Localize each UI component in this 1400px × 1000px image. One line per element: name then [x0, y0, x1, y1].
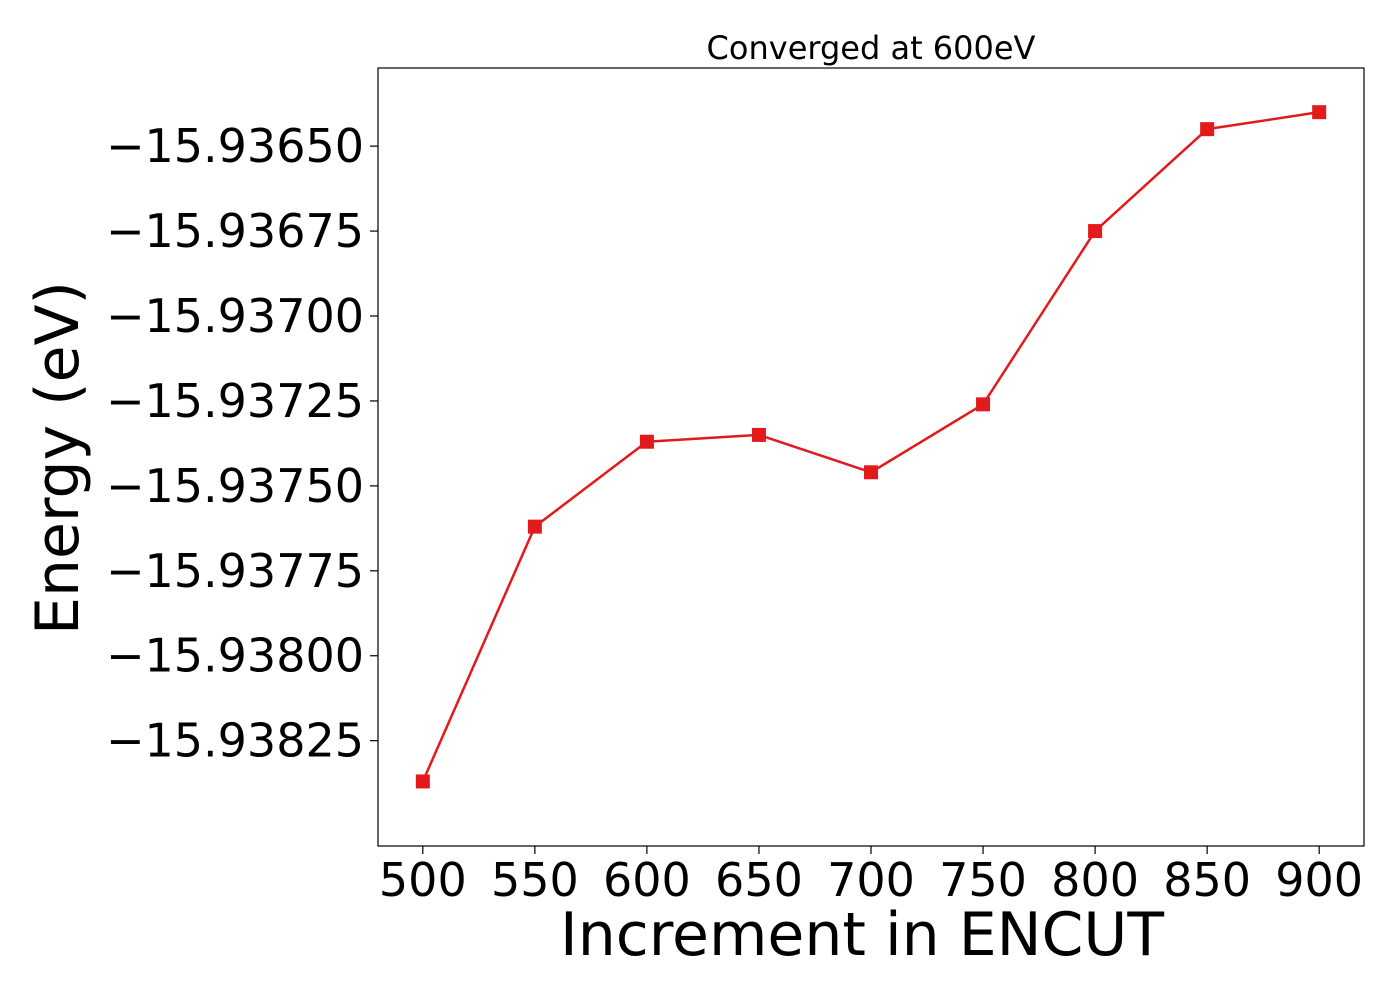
y-axis-label: Energy (eV)	[23, 281, 93, 635]
x-axis-label: Increment in ENCUT	[560, 900, 1164, 970]
series-layer	[415, 105, 1327, 789]
data-point	[976, 397, 991, 412]
data-point	[751, 427, 766, 442]
y-tick-label: −15.93725	[106, 374, 364, 428]
x-tick-label: 550	[491, 853, 579, 907]
x-axis: 500 550 600 650 700 750 800 850 900	[379, 846, 1363, 907]
data-point	[639, 434, 654, 449]
data-point	[1312, 105, 1327, 120]
series-line-0	[421, 110, 1320, 782]
data-point	[415, 774, 430, 789]
x-tick-label: 500	[379, 853, 467, 907]
x-tick-label: 900	[1275, 853, 1363, 907]
data-point	[864, 465, 878, 480]
y-tick-label: −15.93800	[106, 629, 364, 683]
x-tick-label: 750	[939, 853, 1027, 907]
y-tick-label: −15.93750	[106, 459, 364, 513]
x-tick-label: 850	[1163, 853, 1251, 907]
x-tick-label: 700	[827, 853, 915, 907]
data-point	[527, 519, 542, 534]
y-tick-label: −15.93675	[106, 204, 364, 258]
x-tick-label: 600	[603, 853, 691, 907]
x-tick-label: 650	[715, 853, 803, 907]
y-axis: −15.93650 −15.93675 −15.93700 −15.93725 −15.…	[106, 119, 378, 768]
y-tick-label: −15.93825	[106, 714, 364, 768]
plot-frame	[377, 67, 1365, 847]
y-tick-label: −15.93700	[106, 289, 364, 343]
y-tick-label: −15.93650	[106, 119, 364, 173]
data-point	[1200, 122, 1215, 137]
data-point	[1088, 224, 1103, 239]
chart-title: Converged at 600eV	[707, 29, 1036, 67]
y-tick-label: −15.93775	[106, 544, 364, 598]
x-tick-label: 800	[1051, 853, 1139, 907]
